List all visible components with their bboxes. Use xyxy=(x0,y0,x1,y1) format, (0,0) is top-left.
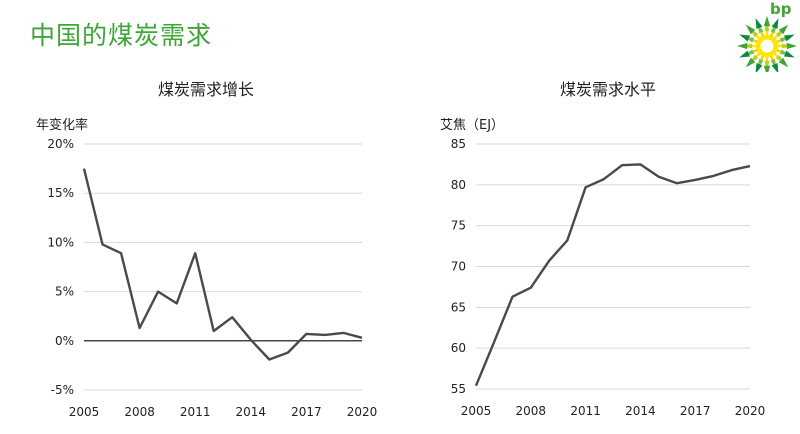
chart-title-level: 煤炭需求水平 xyxy=(560,80,657,99)
level-y-tick-label: 85 xyxy=(451,137,466,151)
level-x-tick-label: 2011 xyxy=(570,404,601,418)
level-x-tick-label: 2005 xyxy=(461,404,492,418)
growth-y-tick-label: 5% xyxy=(55,285,74,299)
level-y-tick-label: 55 xyxy=(451,382,466,396)
growth-x-tick-label: 2008 xyxy=(124,405,155,419)
growth-y-tick-label: 20% xyxy=(47,137,74,151)
level-series-line xyxy=(474,163,751,387)
y-axis-label-growth: 年变化率 xyxy=(36,118,89,133)
level-y-tick-label: 80 xyxy=(451,178,466,192)
growth-y-tick-label: 0% xyxy=(55,334,74,348)
level-x-tick-label: 2020 xyxy=(735,404,766,418)
chart-title-growth: 煤炭需求增长 xyxy=(158,80,255,99)
growth-x-tick-label: 2017 xyxy=(291,405,322,419)
growth-x-tick-label: 2020 xyxy=(347,405,378,419)
page-title: 中国的煤炭需求 xyxy=(30,21,213,50)
level-y-tick-label: 65 xyxy=(451,300,466,314)
brand-text: bp xyxy=(770,0,792,18)
y-axis-label-level: 艾焦（EJ） xyxy=(440,118,505,133)
level-x-tick-label: 2008 xyxy=(516,404,547,418)
level-y-tick-label: 75 xyxy=(451,219,466,233)
level-x-tick-label: 2014 xyxy=(625,404,656,418)
growth-x-tick-label: 2011 xyxy=(180,405,211,419)
growth-series-line xyxy=(82,168,363,361)
bp-helios-logo-icon xyxy=(737,16,797,72)
growth-y-tick-label: 10% xyxy=(47,235,74,249)
level-x-tick-label: 2017 xyxy=(680,404,711,418)
level-y-tick-label: 60 xyxy=(451,341,466,355)
growth-y-tick-label: -5% xyxy=(51,383,74,397)
growth-y-tick-label: 15% xyxy=(47,186,74,200)
growth-x-tick-label: 2014 xyxy=(236,405,267,419)
level-y-tick-label: 70 xyxy=(451,260,466,274)
growth-x-tick-label: 2005 xyxy=(69,405,100,419)
